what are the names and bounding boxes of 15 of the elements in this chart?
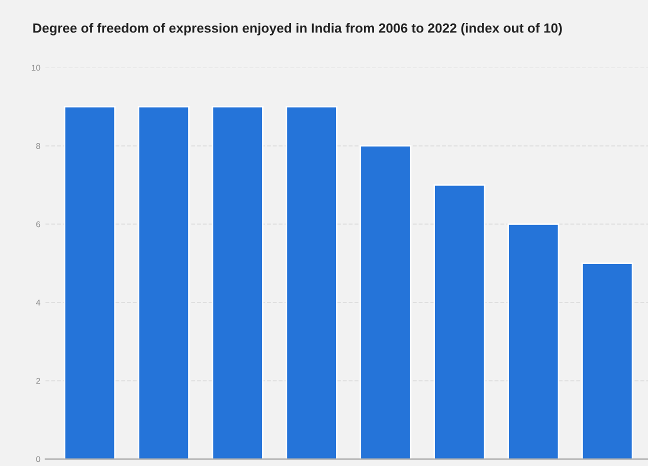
y-tick-label: 6 (36, 221, 40, 228)
chart-title: Degree of freedom of expression enjoyed in India from 2006 to 2022 (index out of 10) (33, 23, 562, 36)
bar (212, 106, 264, 460)
y-tick-label: 4 (36, 300, 40, 306)
y-tick-label: 2 (36, 378, 40, 384)
bar (360, 145, 412, 460)
bar (434, 184, 486, 460)
bar (138, 106, 190, 460)
bar (64, 106, 116, 460)
bar (508, 223, 560, 460)
bar (286, 106, 338, 460)
y-tick-label: 8 (36, 143, 40, 149)
y-tick-label: 0 (36, 456, 40, 462)
bar (581, 262, 634, 460)
y-tick-label: 10 (32, 64, 40, 71)
